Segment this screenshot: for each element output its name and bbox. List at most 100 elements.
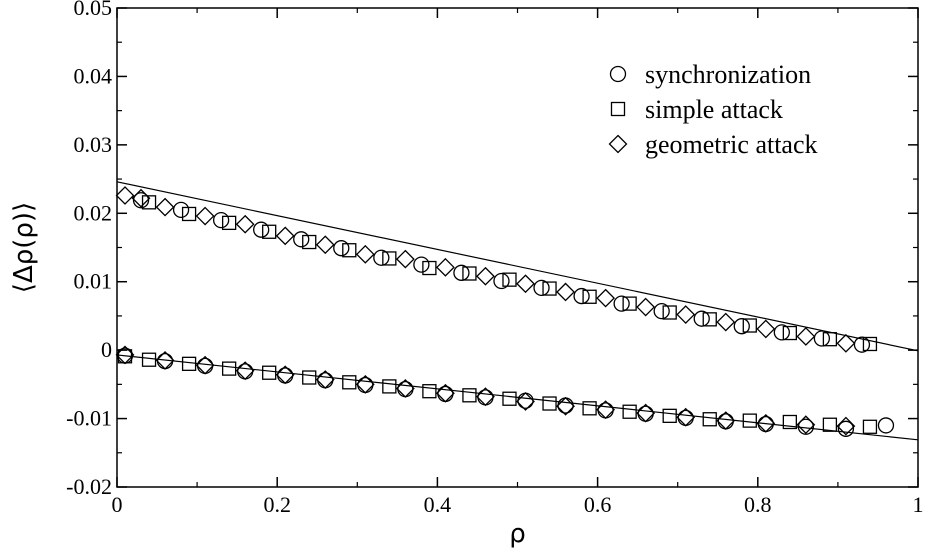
x-tick-label: 0.6: [584, 492, 612, 517]
data-point-diamond: [115, 345, 135, 365]
data-point-diamond: [516, 392, 535, 411]
data-point-circle: [877, 417, 895, 434]
data-point-circle: [373, 249, 390, 266]
data-point-square: [582, 289, 597, 304]
data-point-diamond: [131, 188, 151, 208]
y-tick-label: 0.05: [74, 0, 113, 20]
data-point-square: [542, 396, 557, 411]
data-point-square: [542, 281, 557, 296]
data-point-circle: [597, 402, 614, 419]
data-point-diamond: [476, 266, 495, 286]
data-points: [115, 186, 895, 437]
data-point-circle: [717, 413, 734, 430]
data-point-diamond: [596, 288, 616, 308]
data-point-square: [502, 272, 517, 287]
x-tick-label: 0.2: [263, 492, 291, 517]
data-point-diamond: [676, 305, 696, 324]
data-point-diamond: [155, 350, 175, 370]
legend-marker-diamond: [608, 134, 628, 154]
data-point-diamond: [516, 274, 535, 294]
data-point-circle: [533, 279, 550, 297]
data-point-circle: [253, 221, 270, 238]
data-point-circle: [237, 363, 254, 380]
data-point-diamond: [716, 411, 736, 431]
data-point-circle: [637, 405, 654, 422]
data-point-square: [302, 370, 317, 385]
legend-marker-square: [610, 101, 626, 117]
y-axis-label: ⟨Δρ(ρ)⟩: [9, 202, 39, 293]
legend-item-simple-attack: simple attack: [610, 95, 783, 124]
legend: synchronization simple attack geometric …: [608, 60, 818, 159]
data-point-diamond: [195, 355, 215, 375]
data-point-square: [181, 206, 197, 222]
legend-symbol-square: [610, 101, 626, 117]
data-point-circle: [196, 357, 214, 375]
y-tick-label: -0.01: [66, 406, 112, 431]
x-tick-label: 0: [112, 492, 123, 517]
data-point-circle: [677, 409, 694, 427]
data-point-circle: [493, 272, 510, 290]
data-point-square: [862, 419, 878, 434]
data-point-diamond: [556, 396, 575, 416]
data-point-square: [702, 412, 717, 427]
series-simple-attack: [117, 195, 878, 434]
data-point-square: [422, 384, 437, 399]
data-point-diamond: [756, 319, 776, 339]
data-point-square: [262, 224, 277, 239]
data-point-circle: [853, 336, 871, 353]
data-point-circle: [653, 302, 670, 320]
data-point-diamond: [155, 197, 175, 217]
legend-label-simple-attack: simple attack: [645, 95, 783, 124]
data-point-square: [382, 379, 397, 394]
data-point-square: [422, 260, 437, 276]
fit-line-2: [116, 354, 919, 441]
data-point-diamond: [836, 416, 856, 436]
data-point-square: [302, 234, 317, 250]
x-tick-label: 1: [913, 492, 924, 517]
data-point-square: [862, 336, 878, 352]
data-point-diamond: [476, 387, 495, 407]
data-point-square: [702, 312, 717, 327]
data-point-diamond: [315, 235, 335, 255]
data-point-circle: [517, 392, 534, 409]
data-point-diamond: [435, 257, 455, 277]
data-point-square: [662, 408, 677, 423]
data-point-circle: [837, 420, 855, 437]
data-point-circle: [437, 385, 454, 403]
data-point-square: [782, 325, 797, 341]
data-point-diamond: [395, 249, 415, 269]
data-point-square: [742, 413, 757, 428]
data-point-circle: [413, 256, 430, 273]
data-point-square: [742, 318, 757, 333]
data-point-square: [622, 296, 637, 311]
data-point-circle: [613, 295, 630, 312]
data-point-diamond: [315, 370, 335, 389]
data-point-circle: [333, 240, 350, 257]
data-point-diamond: [796, 327, 816, 346]
legend-label-geometric-attack: geometric attack: [645, 130, 818, 159]
data-point-square: [221, 361, 237, 376]
data-point-circle: [773, 324, 790, 341]
data-point-diamond: [235, 361, 255, 381]
legend-marker-circle: [609, 65, 627, 83]
data-point-square: [662, 305, 677, 320]
data-point-square: [342, 243, 357, 258]
axis-ticks: 0 0.2 0.4 0.6 0.8 1 -0.02 -0.01 0 0.01 0.02 0.03 0.0…: [66, 0, 923, 517]
data-point-diamond: [836, 333, 856, 353]
data-point-square: [221, 215, 237, 231]
data-point-diamond: [275, 226, 295, 246]
data-point-circle: [797, 418, 815, 435]
data-point-circle: [733, 318, 750, 335]
data-point-diamond: [235, 214, 255, 234]
data-point-circle: [212, 211, 230, 229]
legend-item-synchronization: synchronization: [609, 60, 811, 89]
data-point-square: [822, 417, 838, 432]
legend-label-synchronization: synchronization: [645, 60, 811, 89]
data-point-square: [822, 332, 838, 347]
data-point-square: [141, 352, 157, 367]
data-point-circle: [293, 231, 310, 248]
y-tick-label: 0.01: [74, 269, 113, 294]
y-tick-label: 0: [101, 337, 112, 362]
x-tick-label: 0.4: [424, 492, 452, 517]
